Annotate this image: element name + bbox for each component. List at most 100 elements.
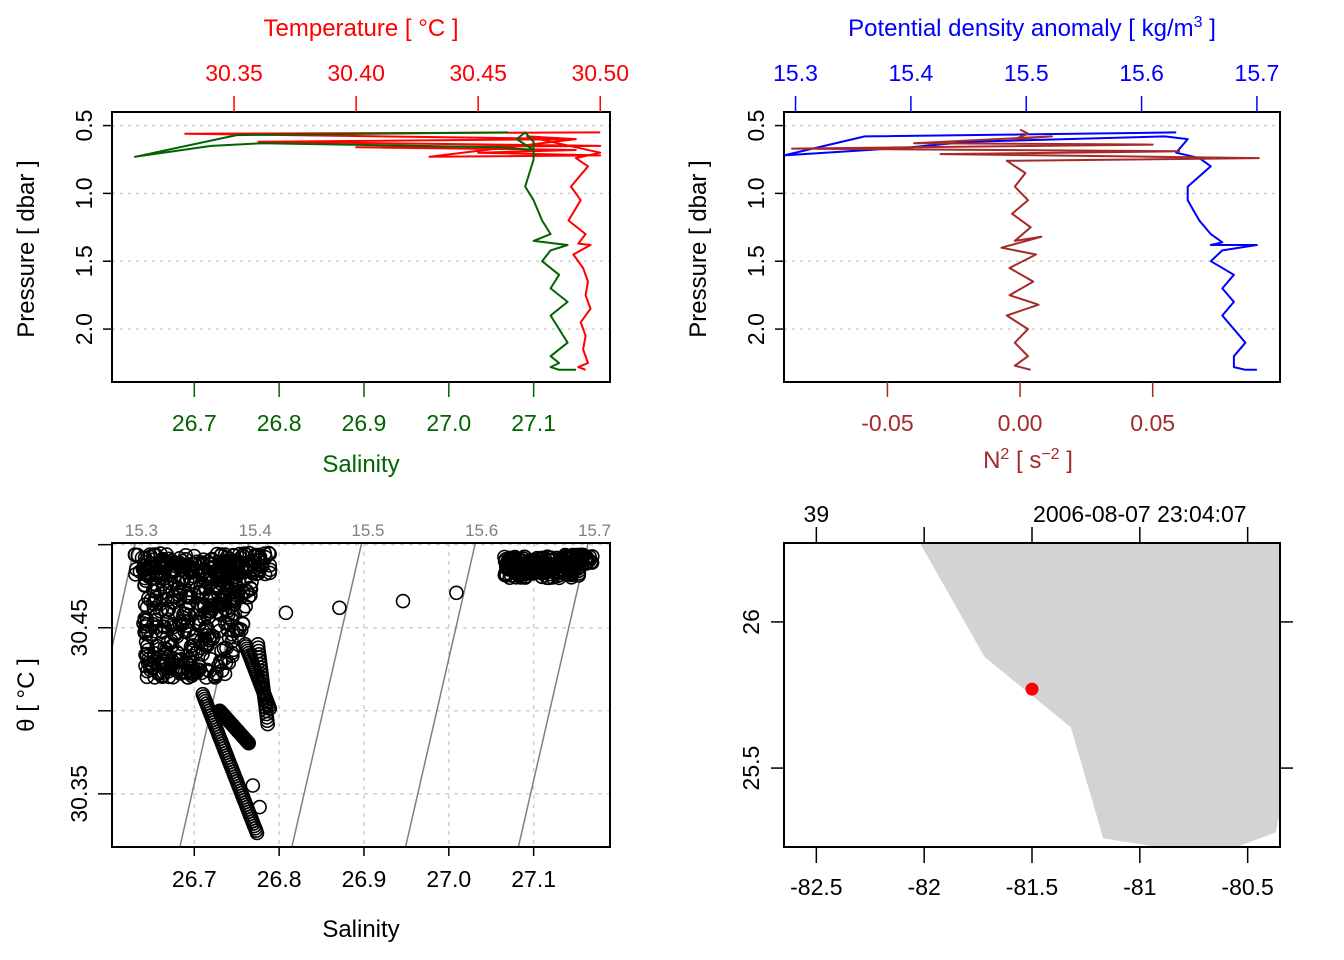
panel-ts_profile: 0.5 1.0 1.5 2.0 Pressure [ dbar ] 30.35 30.40 3… — [13, 60, 629, 436]
data-point — [172, 617, 188, 633]
data-point — [262, 546, 278, 562]
data-point — [216, 568, 231, 584]
data-point — [250, 560, 265, 576]
y-axis-label: Pressure [ dbar ] — [13, 160, 40, 337]
data-point — [157, 571, 173, 586]
y-axis-label: Pressure [ dbar ] — [685, 160, 712, 337]
data-point — [517, 570, 533, 585]
data-point — [172, 584, 188, 600]
data-point — [192, 584, 208, 600]
isopycnal-line — [404, 543, 477, 847]
bottom-tick-label: 27.0 — [426, 410, 471, 436]
data-point — [206, 629, 221, 644]
series-temperature — [184, 131, 602, 371]
y-tick-label: 30.35 — [66, 765, 92, 823]
data-point — [502, 557, 518, 573]
y-tick-label: 2.0 — [71, 313, 97, 345]
data-point — [242, 558, 257, 574]
isopycnal-label: 15.4 — [239, 521, 272, 540]
data-point — [184, 556, 200, 572]
land-polygon — [919, 543, 1280, 847]
data-point — [237, 546, 252, 561]
x-tick-label: -80.5 — [1221, 874, 1273, 900]
data-point — [213, 653, 228, 669]
y-tick-label: 0.5 — [743, 110, 769, 142]
y-tick-label: 30.45 — [66, 599, 92, 657]
data-point — [139, 616, 155, 632]
data-point — [198, 670, 214, 685]
data-point — [203, 651, 218, 667]
data-point — [533, 551, 548, 567]
station-time-label: 2006-08-07 23:04:07 — [1033, 501, 1247, 527]
data-point — [252, 799, 267, 815]
station-marker — [1025, 682, 1039, 696]
plot-frame — [783, 111, 1281, 383]
data-point — [147, 584, 162, 599]
y-tick-label: 1.0 — [71, 177, 97, 209]
bottom-tick-label: -0.05 — [861, 410, 913, 436]
data-point — [234, 622, 249, 638]
data-point — [179, 564, 194, 580]
data-point — [209, 580, 225, 595]
data-point — [395, 593, 411, 609]
bottom-axis-title: N2 [ s−2 ] — [983, 446, 1073, 474]
x-tick-label: 27.1 — [511, 866, 556, 892]
data-point — [209, 604, 224, 620]
data-point — [183, 643, 198, 658]
series-salinity — [133, 131, 577, 371]
top-tick-label: 30.35 — [205, 60, 263, 86]
data-point — [575, 547, 591, 563]
data-point — [165, 554, 181, 570]
data-point — [262, 565, 278, 581]
isopycnal-label: 15.5 — [351, 521, 384, 540]
data-point — [241, 735, 256, 751]
data-point — [156, 630, 171, 646]
bottom-tick-label: 26.9 — [342, 410, 387, 436]
data-point — [181, 614, 196, 629]
bottom-tick-label: 26.8 — [257, 410, 302, 436]
data-point — [130, 547, 146, 563]
data-point — [226, 584, 241, 599]
data-point — [155, 667, 171, 683]
top-tick-label: 30.50 — [571, 60, 629, 86]
x-tick-label: -81.5 — [1006, 874, 1058, 900]
data-point — [206, 572, 221, 587]
top-tick-label: 15.7 — [1235, 60, 1280, 86]
bottom-tick-label: 0.00 — [998, 410, 1043, 436]
isopycnal-label: 15.7 — [578, 521, 611, 540]
data-point — [449, 585, 464, 601]
data-point — [231, 583, 246, 599]
x-tick-label: 26.7 — [172, 866, 217, 892]
data-point — [257, 546, 273, 561]
top-tick-label: 15.6 — [1119, 60, 1164, 86]
data-point — [224, 645, 240, 661]
data-point — [170, 663, 186, 679]
data-point — [201, 632, 217, 648]
data-point — [214, 663, 230, 678]
isopycnal-line — [112, 543, 137, 652]
data-point — [225, 626, 240, 642]
panel-ts-diagram: 15.3 15.4 15.5 15.6 15.7 26.7 26.8 26.9 27.0 27.1… — [13, 521, 611, 943]
isopycnal-label: 15.6 — [465, 521, 498, 540]
data-point — [192, 601, 208, 617]
station-id-label: 39 — [804, 501, 830, 527]
plot-frame — [111, 542, 611, 848]
data-point — [332, 600, 347, 616]
x-tick-label: -81 — [1123, 874, 1156, 900]
series-potential-density-anomaly — [783, 131, 1258, 371]
panel-station-map: -82.5 -82 -81.5 -81 -80.5 25.5 26 39 2006-08-07 … — [738, 501, 1293, 900]
top-axis-title: Temperature [ °C ] — [264, 15, 459, 42]
data-point — [564, 556, 580, 572]
top-axis-title: Potential density anomaly [ kg/m3 ] — [848, 14, 1216, 42]
data-point — [183, 658, 199, 674]
data-point — [140, 638, 155, 654]
data-point — [140, 554, 156, 570]
x-tick-label: 26.8 — [257, 866, 302, 892]
data-point — [143, 592, 158, 608]
data-point — [260, 716, 276, 732]
data-point — [186, 633, 202, 649]
data-point — [245, 565, 260, 581]
bottom-axis-title: Salinity — [322, 451, 399, 478]
data-point — [249, 825, 265, 841]
data-point — [152, 665, 167, 680]
